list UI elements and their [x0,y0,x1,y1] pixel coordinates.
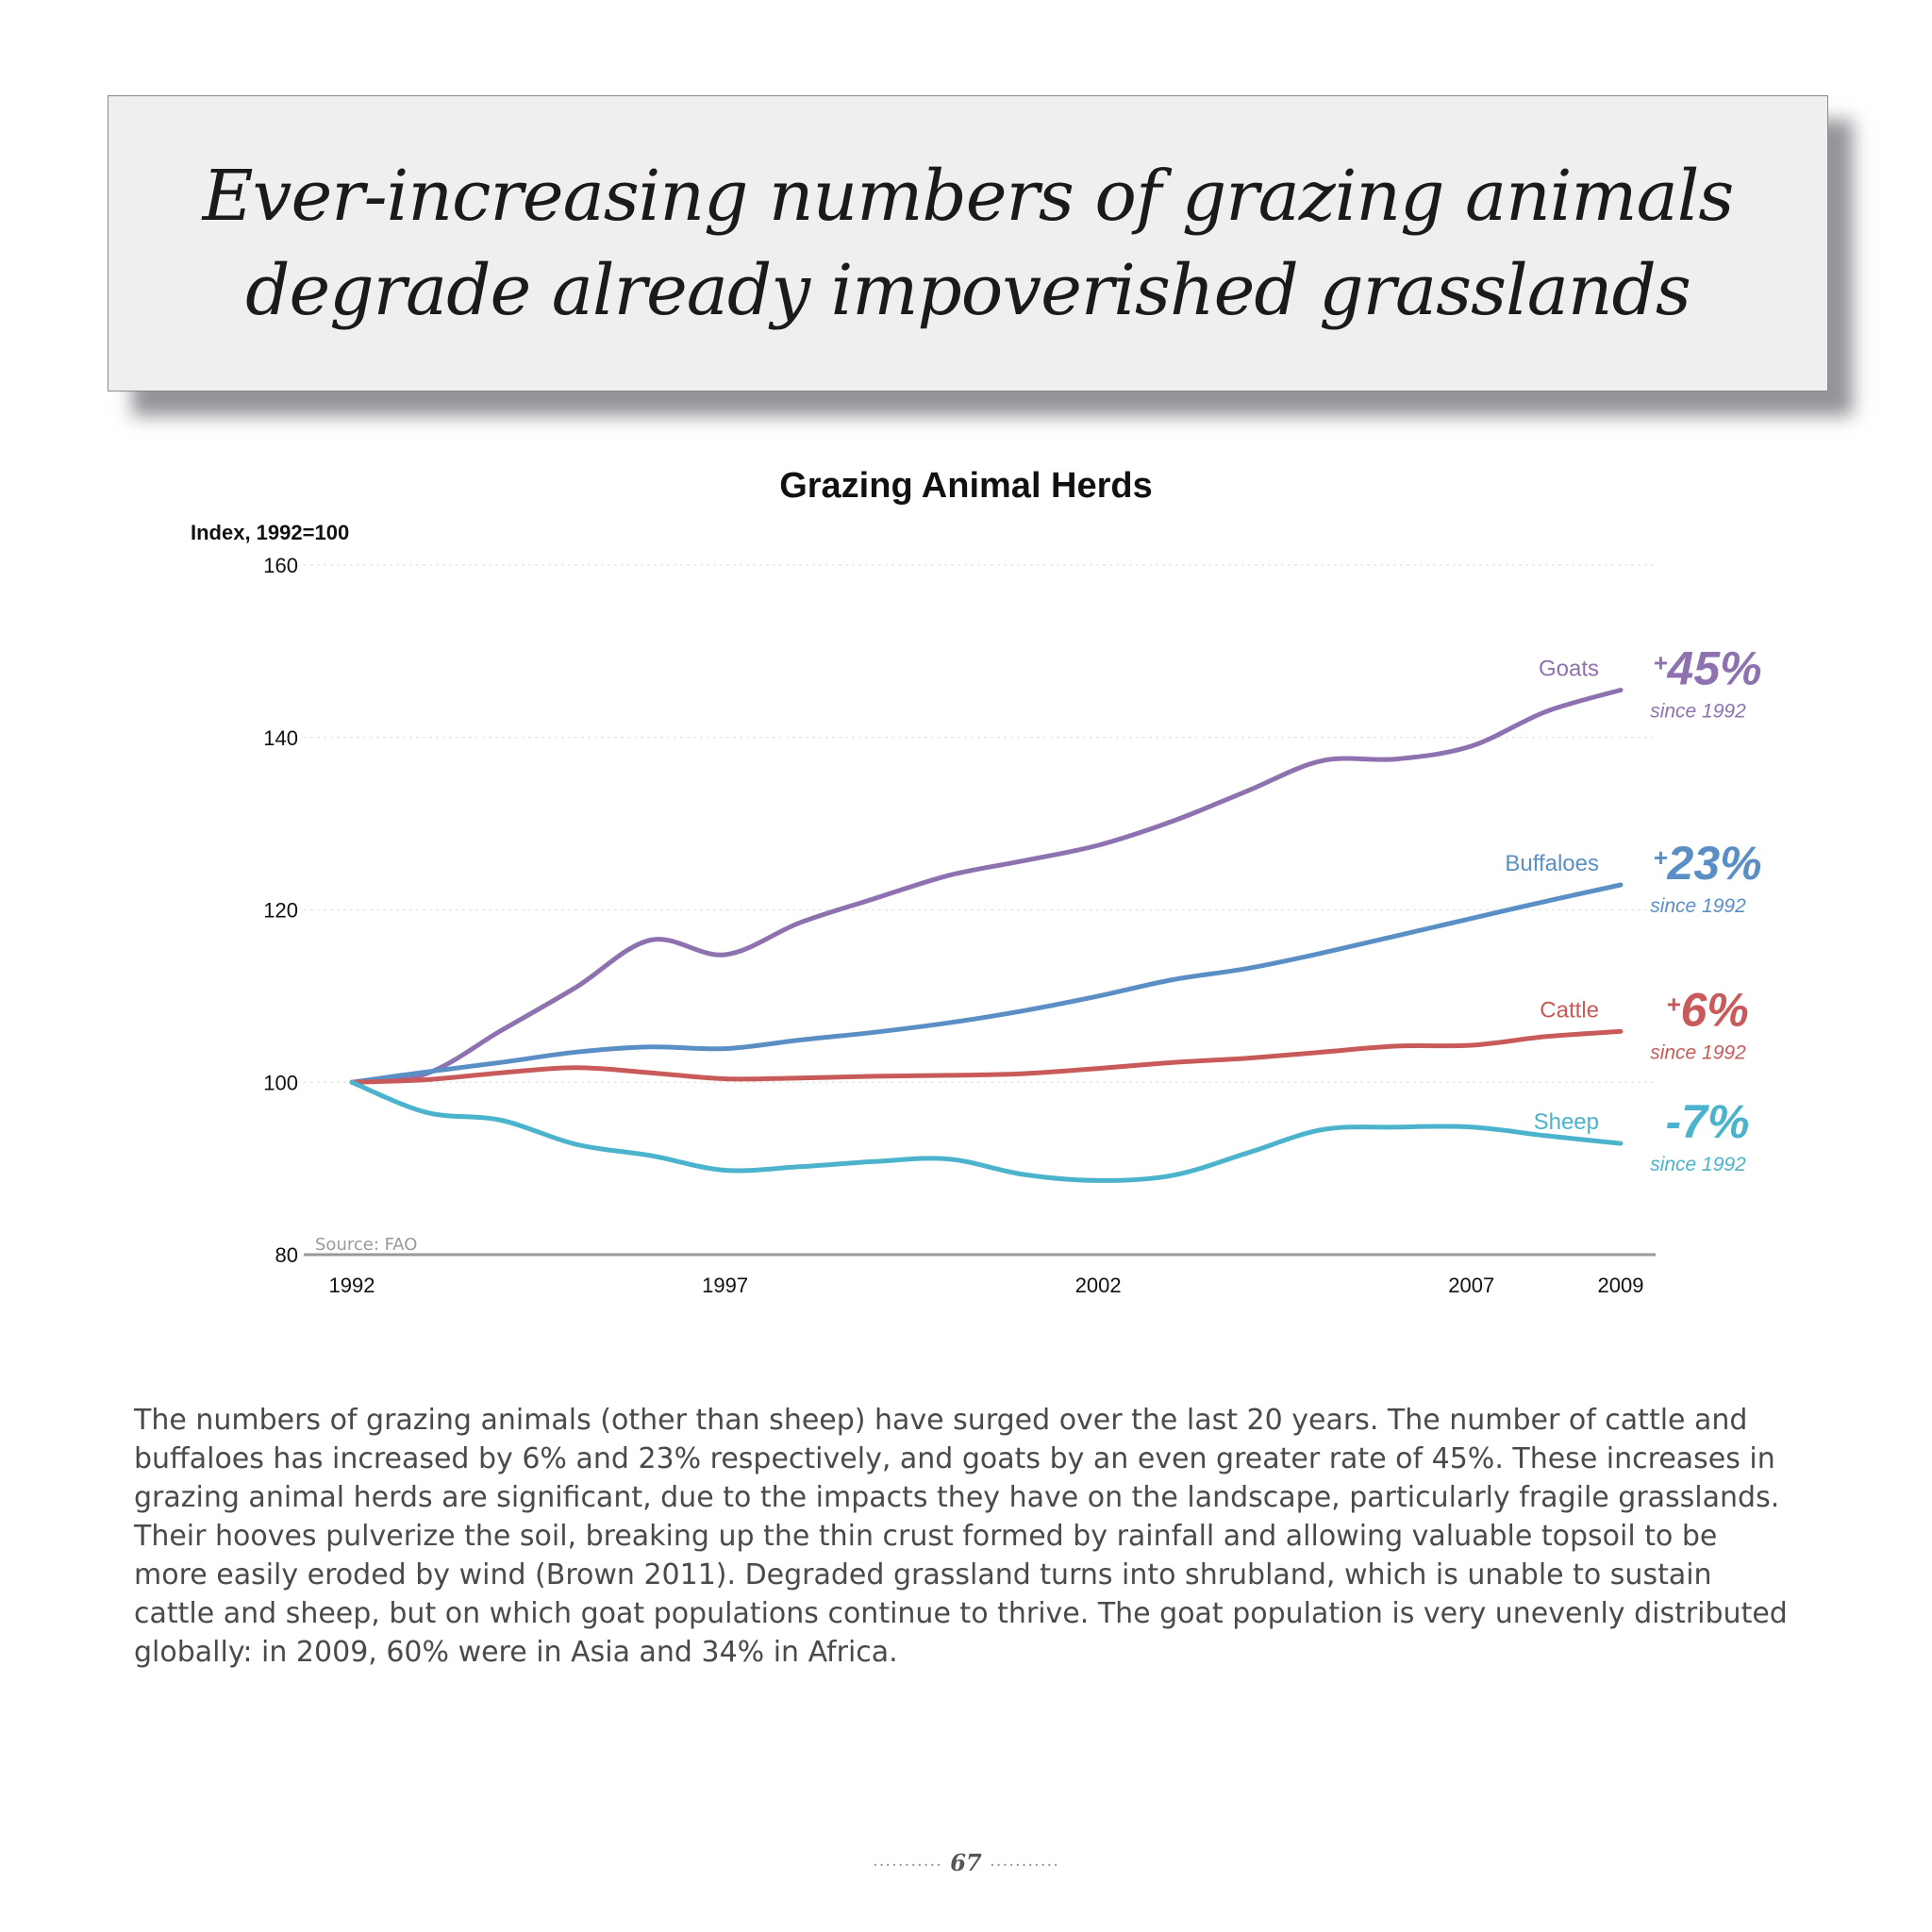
title-banner: Ever-increasing numbers of grazing anima… [108,95,1828,391]
series-labels: Goats +45% since 1992 Buffaloes +23% since 19… [1505,641,1761,1175]
change-number: 6% [1680,983,1748,1036]
y-tick-label: 100 [263,1071,298,1094]
source-label: Source: FAO [315,1235,417,1255]
change-value-cattle: +6% [1666,983,1748,1036]
change-number: 23% [1667,837,1762,890]
y-tick-label: 140 [263,726,298,750]
series-name-sheep: Sheep [1534,1109,1599,1135]
page-number: 67 [950,1849,982,1876]
change-sign: + [1653,843,1667,872]
x-tick-label: 2009 [1598,1274,1644,1297]
series-line-goats [349,688,1624,1085]
series-name-goats: Goats [1539,656,1599,681]
change-value-sheep: -7% [1666,1095,1750,1148]
y-axis-label: Index, 1992=100 [191,521,349,544]
series-name-cattle: Cattle [1540,997,1599,1023]
page-title-line-2: degrade already impoverished grasslands [245,250,1691,331]
x-tick-label: 2002 [1075,1274,1122,1297]
page-title-line-1: Ever-increasing numbers of grazing anima… [202,156,1735,237]
y-tick-label: 160 [263,554,298,577]
y-tick-label: 80 [275,1243,298,1267]
change-value-goats: +45% [1653,641,1761,694]
gridlines [304,564,1656,1083]
chart-title: Grazing Animal Herds [779,466,1153,506]
change-note-goats: since 1992 [1650,700,1746,722]
change-note-sheep: since 1992 [1650,1154,1746,1175]
page-number-footer: ··········· 67 ··········· [872,1849,1060,1876]
body-paragraph: The numbers of grazing animals (other th… [134,1404,1788,1669]
grazing-chart: Grazing Animal Herds Index, 1992=100 80 1… [191,466,1762,1297]
axes: 80 100 120 140 160 1992 1997 2002 2007 2009 [263,554,1656,1297]
series-line-sheep [349,1079,1624,1183]
y-tick-label: 120 [263,899,298,923]
change-note-buffaloes: since 1992 [1650,895,1746,917]
change-sign: + [1653,648,1667,676]
change-note-cattle: since 1992 [1650,1041,1746,1063]
series-line-buffaloes [349,882,1624,1085]
change-value-buffaloes: +23% [1653,837,1761,890]
change-number: 45% [1667,641,1762,694]
change-sign: + [1666,990,1680,1018]
series-line-cattle [349,1028,1624,1085]
series-lines [349,688,1624,1183]
page-title: Ever-increasing numbers of grazing anima… [202,149,1735,338]
x-tick-label: 1992 [329,1274,375,1297]
x-tick-label: 2007 [1448,1274,1494,1297]
series-name-buffaloes: Buffaloes [1505,851,1599,876]
x-tick-label: 1997 [702,1274,748,1297]
